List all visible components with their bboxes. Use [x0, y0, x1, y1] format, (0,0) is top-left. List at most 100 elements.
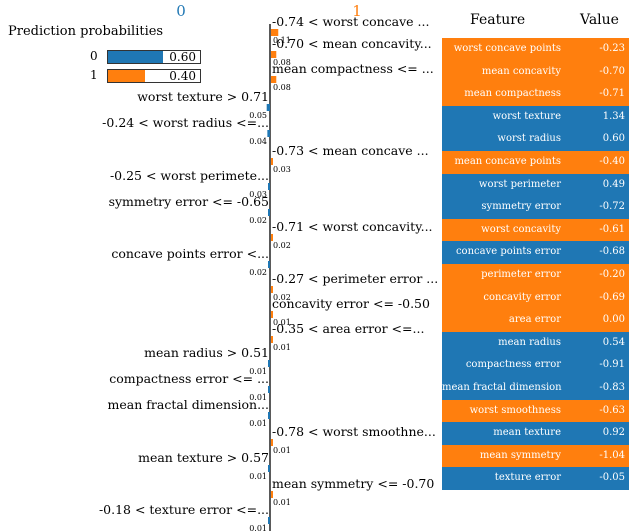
contribution-value: 0.01 [273, 498, 291, 507]
feature-value-cell: 1.34 [571, 105, 629, 129]
feature-value-cell: -0.91 [571, 354, 629, 377]
contribution-value: 0.03 [249, 190, 267, 199]
contribution-bar [268, 209, 270, 216]
feature-value-cell: 0.60 [571, 128, 629, 151]
feature-value-cell: 0.00 [571, 309, 629, 332]
feature-condition-label: worst texture > 0.71 [137, 89, 269, 104]
feature-condition-label: -0.78 < worst smoothne... [272, 424, 436, 439]
feature-condition-label: concave points error <... [111, 246, 269, 261]
feature-value-cell: -0.05 [571, 467, 629, 490]
contribution-value: 0.02 [273, 293, 291, 302]
contribution-bar [267, 130, 270, 137]
feature-value-cell: -0.72 [571, 196, 629, 219]
feature-name-cell: mean symmetry [442, 444, 571, 468]
feature-value-cell: 0.49 [571, 173, 629, 197]
feature-column-header: Feature [470, 12, 526, 28]
contribution-value: 0.01 [273, 446, 291, 455]
probability-class-label: 1 [90, 68, 98, 82]
feature-condition-label: mean radius > 0.51 [144, 345, 269, 360]
contribution-value: 0.01 [249, 524, 267, 531]
feature-value-cell: -0.83 [571, 377, 629, 400]
contribution-bar [271, 439, 273, 446]
contribution-value: 0.01 [249, 419, 267, 428]
contribution-value: 0.04 [249, 137, 267, 146]
probability-value: 0.40 [169, 69, 196, 83]
contribution-value: 0.02 [249, 216, 267, 225]
feature-name-cell: worst texture [442, 105, 571, 129]
contribution-bar [268, 183, 270, 190]
feature-value-cell: -0.61 [571, 218, 629, 242]
contribution-bar [268, 412, 270, 419]
feature-name-cell: mean texture [442, 422, 571, 445]
feature-condition-label: -0.27 < perimeter error ... [272, 271, 438, 286]
contribution-bar [271, 286, 273, 293]
feature-value-cell: -0.69 [571, 286, 629, 310]
feature-name-cell: symmetry error [442, 196, 571, 219]
feature-name-cell: worst smoothness [442, 399, 571, 423]
feature-condition-label: mean fractal dimension... [108, 397, 269, 412]
contribution-bar [271, 158, 273, 165]
feature-value-cell: -0.63 [571, 399, 629, 423]
feature-condition-label: -0.35 < area error <=... [272, 321, 424, 336]
feature-condition-label: -0.24 < worst radius <=... [102, 115, 269, 130]
feature-value-cell: -0.20 [571, 264, 629, 287]
feature-value-cell: -0.23 [571, 38, 629, 61]
feature-value-cell: 0.92 [571, 422, 629, 445]
feature-name-cell: worst perimeter [442, 173, 571, 197]
contribution-bar [271, 491, 273, 498]
contribution-value: 0.01 [273, 318, 291, 327]
probability-bar: 0.60 [107, 50, 201, 64]
class-header-right: 1 [352, 2, 362, 20]
contribution-value: 0.01 [249, 472, 267, 481]
feature-value-cell: -0.70 [571, 60, 629, 84]
feature-condition-label: -0.73 < mean concave ... [272, 143, 429, 158]
contribution-value: 0.03 [273, 165, 291, 174]
feature-condition-label: symmetry error <= -0.65 [109, 194, 269, 209]
contribution-bar [268, 386, 270, 393]
feature-condition-label: mean compactness <= ... [272, 61, 434, 76]
feature-name-cell: mean compactness [442, 83, 571, 106]
feature-name-cell: worst radius [442, 128, 571, 151]
feature-name-cell: mean radius [442, 331, 571, 355]
feature-name-cell: worst concavity [442, 218, 571, 242]
contribution-bar [268, 261, 270, 268]
feature-value-cell: -1.04 [571, 444, 629, 468]
contribution-bar [271, 336, 273, 343]
contribution-bar [271, 51, 277, 58]
feature-condition-label: -0.25 < worst perimete... [110, 168, 269, 183]
feature-name-cell: worst concave points [442, 38, 571, 61]
feature-value-cell: -0.71 [571, 83, 629, 106]
contribution-bar [271, 311, 273, 318]
feature-value-cell: -0.68 [571, 241, 629, 264]
contribution-value: 0.02 [249, 268, 267, 277]
contribution-bar [271, 234, 273, 241]
contribution-bar [271, 76, 277, 83]
contribution-bar [271, 29, 279, 36]
explanation-chart: 0 1-0.74 < worst concave ... 0.11-0.70 < m… [99, 2, 438, 531]
feature-name-cell: texture error [442, 467, 571, 490]
feature-value-cell: -0.40 [571, 151, 629, 174]
feature-name-cell: perimeter error [442, 264, 571, 287]
probability-bar-fill [108, 51, 164, 63]
contribution-value: 0.08 [273, 58, 291, 67]
contribution-value: 0.11 [273, 36, 291, 45]
probability-bar: 0.40 [107, 69, 201, 83]
prediction-probabilities-title: Prediction probabilities [8, 24, 164, 39]
feature-condition-label: -0.18 < texture error <=... [99, 502, 269, 517]
feature-name-cell: compactness error [442, 354, 571, 377]
contribution-bar [266, 104, 270, 111]
contribution-bar [268, 517, 270, 524]
probability-bar-fill [108, 70, 145, 82]
feature-name-cell: concavity error [442, 286, 571, 310]
contribution-value: 0.01 [273, 343, 291, 352]
contribution-value: 0.01 [249, 367, 267, 376]
feature-condition-label: -0.74 < worst concave ... [272, 14, 429, 29]
feature-name-cell: area error [442, 309, 571, 332]
feature-condition-label: mean symmetry <= -0.70 [272, 476, 434, 491]
feature-condition-label: compactness error <= ... [109, 371, 269, 386]
contribution-bar [268, 465, 270, 472]
probability-value: 0.60 [169, 50, 196, 64]
contribution-value: 0.08 [273, 83, 291, 92]
feature-name-cell: concave points error [442, 241, 571, 264]
feature-name-cell: mean fractal dimension [442, 377, 571, 400]
